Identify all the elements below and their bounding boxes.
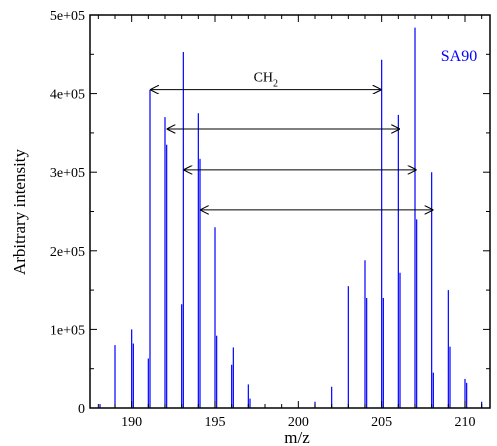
- annotation-label: CH2: [254, 71, 278, 90]
- y-tick-label: 2e+05: [50, 245, 85, 260]
- x-tick-label: 200: [288, 415, 309, 430]
- y-tick-label: 0: [78, 402, 85, 417]
- x-tick-label: 210: [455, 415, 476, 430]
- y-tick-label: 1e+05: [50, 323, 85, 338]
- y-tick-label: 5e+05: [50, 9, 85, 24]
- y-tick-label: 4e+05: [50, 88, 85, 103]
- x-tick-label: 190: [121, 415, 142, 430]
- x-axis-title: m/z: [284, 428, 310, 446]
- legend-label: SA90: [441, 48, 477, 65]
- annotations-layer: CH2: [150, 71, 434, 210]
- x-tick-label: 195: [205, 415, 226, 430]
- bars-layer: [99, 27, 483, 408]
- y-axis-title: Arbitrary intensity: [10, 148, 29, 275]
- axes-layer: 190 195 200 205 210 0 1e+05 2e+05 3e+05 4e+05 5e+0…: [50, 9, 491, 430]
- y-tick-label: 3e+05: [50, 166, 85, 181]
- x-tick-label: 205: [371, 415, 392, 430]
